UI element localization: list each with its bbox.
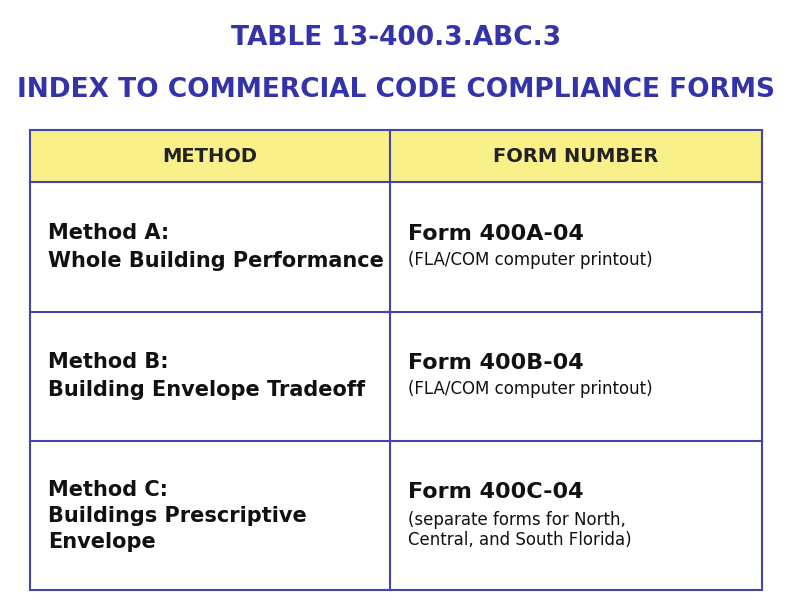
Text: Method B:: Method B: xyxy=(48,353,169,372)
Text: Whole Building Performance: Whole Building Performance xyxy=(48,251,384,271)
Text: (FLA/COM computer printout): (FLA/COM computer printout) xyxy=(408,380,653,398)
Text: TABLE 13-400.3.ABC.3: TABLE 13-400.3.ABC.3 xyxy=(231,25,561,51)
Text: Buildings Prescriptive: Buildings Prescriptive xyxy=(48,506,307,526)
Text: METHOD: METHOD xyxy=(162,146,257,165)
Text: Central, and South Florida): Central, and South Florida) xyxy=(408,531,632,548)
Text: (FLA/COM computer printout): (FLA/COM computer printout) xyxy=(408,251,653,269)
Text: (separate forms for North,: (separate forms for North, xyxy=(408,510,626,529)
Text: Form 400A-04: Form 400A-04 xyxy=(408,224,584,244)
Text: INDEX TO COMMERCIAL CODE COMPLIANCE FORMS: INDEX TO COMMERCIAL CODE COMPLIANCE FORM… xyxy=(17,77,775,103)
Text: Method C:: Method C: xyxy=(48,480,168,499)
Text: Form 400C-04: Form 400C-04 xyxy=(408,482,584,501)
Text: Form 400B-04: Form 400B-04 xyxy=(408,353,584,373)
Bar xyxy=(30,130,390,182)
Text: FORM NUMBER: FORM NUMBER xyxy=(493,146,659,165)
Bar xyxy=(390,130,762,182)
Bar xyxy=(30,130,762,590)
Text: Method A:: Method A: xyxy=(48,223,169,243)
Text: Envelope: Envelope xyxy=(48,532,156,551)
Text: Building Envelope Tradeoff: Building Envelope Tradeoff xyxy=(48,380,365,400)
